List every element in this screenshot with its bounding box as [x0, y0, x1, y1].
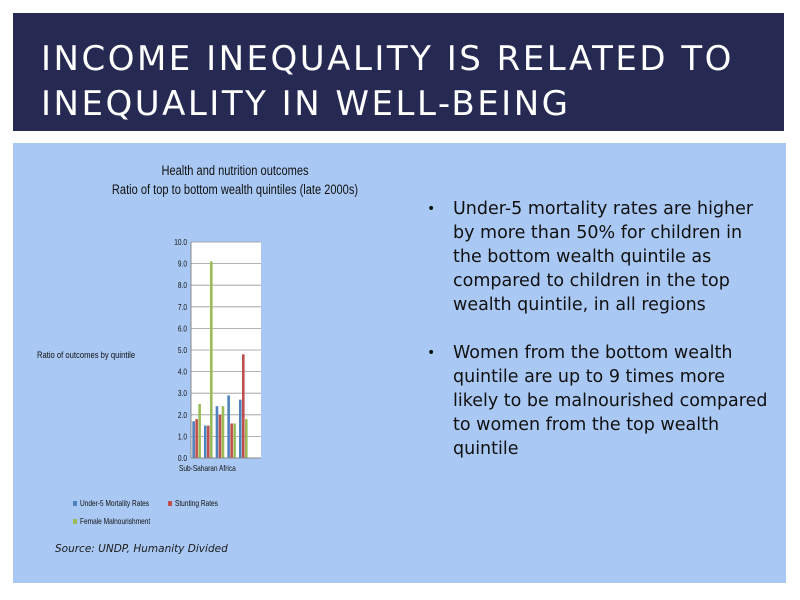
y-tick-label: 1.0	[178, 432, 187, 442]
bar	[233, 423, 236, 458]
bar	[207, 425, 210, 458]
slide-title: INCOME INEQUALITY IS RELATED TO INEQUALI…	[41, 39, 734, 124]
y-tick-label: 5.0	[178, 345, 187, 355]
bar-chart: 0.0 1.0 2.0 3.0 4.0 5.0 6.0 7.0 8.0 9.0 10.0 Ratio…	[37, 237, 261, 526]
bar	[221, 406, 225, 458]
y-tick-labels: 0.0 1.0 2.0 3.0 4.0 5.0 6.0 7.0 8.0 9.0 10.0	[174, 237, 187, 463]
y-tick-label: 6.0	[178, 324, 187, 334]
bars	[192, 261, 248, 458]
legend-swatch	[73, 501, 77, 506]
bar	[230, 423, 233, 458]
y-axis-label: Ratio of outcomes by quintile	[37, 349, 135, 360]
chart-subtitle: Ratio of top to bottom wealth quintiles …	[111, 182, 359, 197]
bar	[198, 404, 201, 458]
legend-label: Female Malnourishment	[80, 516, 150, 526]
bar	[242, 354, 245, 458]
bullet-text: Women from the bottom wealth quintile ar…	[453, 343, 768, 459]
bullet-text: Under-5 mortality rates are higher by mo…	[453, 199, 754, 315]
content-panel: Health and nutrition outcomes Ratio of t…	[13, 143, 786, 583]
bar	[245, 419, 248, 458]
y-tick-label: 9.0	[178, 259, 187, 269]
title-band: INCOME INEQUALITY IS RELATED TO INEQUALI…	[13, 13, 784, 131]
bar	[227, 395, 230, 458]
y-tick-label: 4.0	[178, 367, 187, 377]
legend-label: Under-5 Mortality Rates	[80, 498, 149, 508]
y-tick-label: 0.0	[178, 453, 187, 463]
bullet-list: • Under-5 mortality rates are higher by …	[425, 197, 775, 485]
y-tick-label: 8.0	[178, 281, 187, 291]
y-tick-label: 2.0	[178, 410, 187, 420]
bar	[218, 414, 222, 458]
legend-swatch	[168, 501, 172, 506]
y-tick-label: 7.0	[178, 302, 187, 312]
bullet-item: • Women from the bottom wealth quintile …	[425, 341, 775, 461]
bar	[195, 419, 198, 458]
bar	[215, 406, 219, 458]
bar	[210, 261, 213, 458]
source-note: Source: UNDP, Humanity Divided	[55, 543, 228, 555]
legend-label: Stunting Rates	[175, 498, 218, 508]
bullet-item: • Under-5 mortality rates are higher by …	[425, 197, 775, 317]
y-tick-label: 10.0	[174, 237, 187, 247]
y-tick-label: 3.0	[178, 389, 187, 399]
chart-title: Health and nutrition outcomes	[161, 163, 309, 178]
chart-title-block: Health and nutrition outcomes Ratio of t…	[86, 161, 384, 199]
bar	[239, 399, 242, 458]
legend-swatch	[73, 519, 77, 524]
x-category-label: Sub-Saharan Africa	[179, 463, 237, 473]
bullet-marker: •	[427, 345, 436, 361]
grid-lines	[191, 241, 261, 459]
bar	[204, 425, 207, 458]
bullet-marker: •	[427, 201, 436, 217]
legend: Under-5 Mortality Rates Stunting Rates Fem…	[73, 498, 218, 526]
bar	[192, 421, 195, 458]
